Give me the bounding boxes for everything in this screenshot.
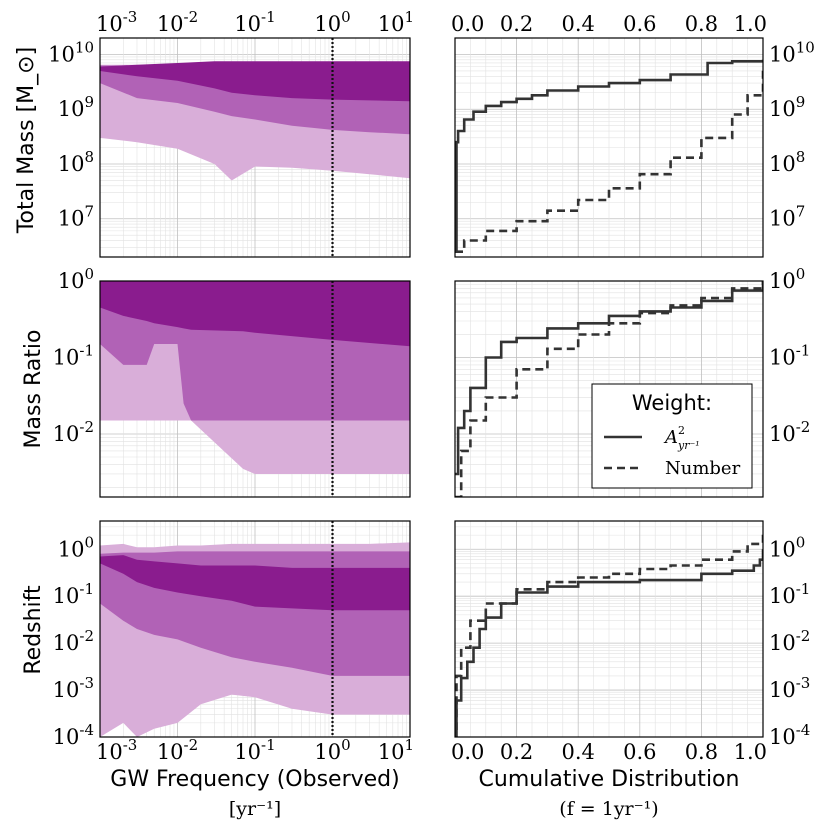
panel-frame xyxy=(454,37,764,258)
ylabel-mass-ratio: Mass Ratio xyxy=(21,330,46,449)
panel-total-mass-cdf: 1010 109 108 107 0.0 0.2 0.4 0.6 0.8 1.0 xyxy=(451,12,815,258)
y-tick-label: 10-3 xyxy=(769,674,810,702)
series-amplitude xyxy=(455,59,763,253)
y-tick-label: 10-1 xyxy=(769,580,810,608)
y-tick-label: 100 xyxy=(58,265,94,293)
y-tick-label: 10-1 xyxy=(769,341,810,369)
series-amplitude xyxy=(455,549,763,737)
x-tick-label: 0.6 xyxy=(623,12,656,36)
xlabel-cumulative-distribution: Cumulative Distribution xyxy=(479,767,740,792)
y-tick-label: 10-1 xyxy=(53,580,94,608)
y-tick-label: 10-2 xyxy=(769,627,810,655)
y-tick-label: 1010 xyxy=(48,38,94,66)
ylabel-redshift: Redshift xyxy=(21,585,46,675)
panel-frame xyxy=(454,280,764,498)
y-tick-label: 108 xyxy=(769,148,805,176)
panel-plot-area xyxy=(100,38,410,257)
y-tick-label: 10-2 xyxy=(769,418,810,446)
y-tick-label: 107 xyxy=(58,203,94,231)
x-tick-label: 101 xyxy=(378,8,414,36)
x-tick-label: 0.8 xyxy=(685,12,718,36)
x-tick-label: 10-2 xyxy=(157,8,198,36)
x-tick-label: 0.6 xyxy=(623,740,656,764)
ylabel-total-mass: Total Mass [M_⊙] xyxy=(14,47,39,234)
x-tick-label: 10-1 xyxy=(234,736,275,764)
panel-plot-area xyxy=(100,281,410,497)
x-tick-label: 1.0 xyxy=(734,740,767,764)
y-tick-label: 10-2 xyxy=(53,418,94,446)
x-tick-label: 0.0 xyxy=(451,12,484,36)
x-tick-label: 10-3 xyxy=(96,8,137,36)
panel-plot-area xyxy=(455,38,763,257)
panel-plot-area xyxy=(455,281,763,497)
y-tick-label: 109 xyxy=(769,93,805,121)
panel-plot-area xyxy=(455,521,763,737)
y-tick-label: 100 xyxy=(769,533,805,561)
panel-redshift-cdf: 100 10-1 10-2 10-3 10-4 0.0 0.2 0.4 0.6 0.8 1.0 xyxy=(451,520,810,764)
x-tick-label: 10-1 xyxy=(234,8,275,36)
y-tick-label: 109 xyxy=(58,93,94,121)
y-tick-label: 10-1 xyxy=(53,341,94,369)
x-tick-label: 10-3 xyxy=(96,736,137,764)
series-number xyxy=(455,281,763,497)
legend-title: Weight: xyxy=(632,391,712,415)
y-tick-label: 10-4 xyxy=(53,721,94,749)
legend-label-number: Number xyxy=(665,458,741,479)
x-tick-label: 1.0 xyxy=(734,12,767,36)
legend: Weight: A2 yr⁻¹ Number xyxy=(591,383,753,489)
panel-frame xyxy=(99,520,411,738)
panel-total-mass-vs-frequency: 1010 109 108 107 10-3 10-2 10-1 100 101 xyxy=(48,8,414,258)
xlabel-gw-frequency: GW Frequency (Observed) xyxy=(110,767,399,792)
panel-frame xyxy=(99,280,411,498)
x-tick-label: 100 xyxy=(314,8,350,36)
x-tick-label: 101 xyxy=(378,736,414,764)
panel-mass-ratio-vs-frequency: 100 10-1 10-2 xyxy=(53,265,411,498)
xunit-gw-frequency: [yr⁻¹] xyxy=(229,798,281,820)
labels-layer: Total Mass [M_⊙] Mass Ratio Redshift GW … xyxy=(14,47,739,820)
x-tick-label: 0.4 xyxy=(561,12,594,36)
y-tick-label: 107 xyxy=(769,203,805,231)
legend-label-amplitude: A2 yr⁻¹ xyxy=(663,424,700,452)
x-tick-label: 10-2 xyxy=(157,736,198,764)
y-tick-label: 10-4 xyxy=(769,721,810,749)
x-tick-label: 100 xyxy=(314,736,350,764)
panel-frame xyxy=(99,37,411,258)
panel-plot-area xyxy=(100,521,410,737)
panel-mass-ratio-cdf: 100 10-1 10-2 xyxy=(454,265,810,498)
y-tick-label: 100 xyxy=(769,265,805,293)
x-tick-label: 0.4 xyxy=(561,740,594,764)
panel-frame xyxy=(454,520,764,738)
y-tick-label: 100 xyxy=(58,533,94,561)
xunit-cumulative-distribution: (f = 1yr⁻¹) xyxy=(559,798,658,820)
y-tick-label: 10-3 xyxy=(53,674,94,702)
x-tick-label: 0.8 xyxy=(685,740,718,764)
band-inner xyxy=(100,555,410,611)
y-tick-label: 1010 xyxy=(769,38,815,66)
y-tick-label: 108 xyxy=(58,148,94,176)
y-tick-label: 10-2 xyxy=(53,627,94,655)
series-amplitude xyxy=(455,281,763,476)
x-tick-label: 0.2 xyxy=(500,12,533,36)
series-number xyxy=(455,530,763,730)
x-tick-label: 0.2 xyxy=(500,740,533,764)
x-tick-label: 0.0 xyxy=(451,740,484,764)
